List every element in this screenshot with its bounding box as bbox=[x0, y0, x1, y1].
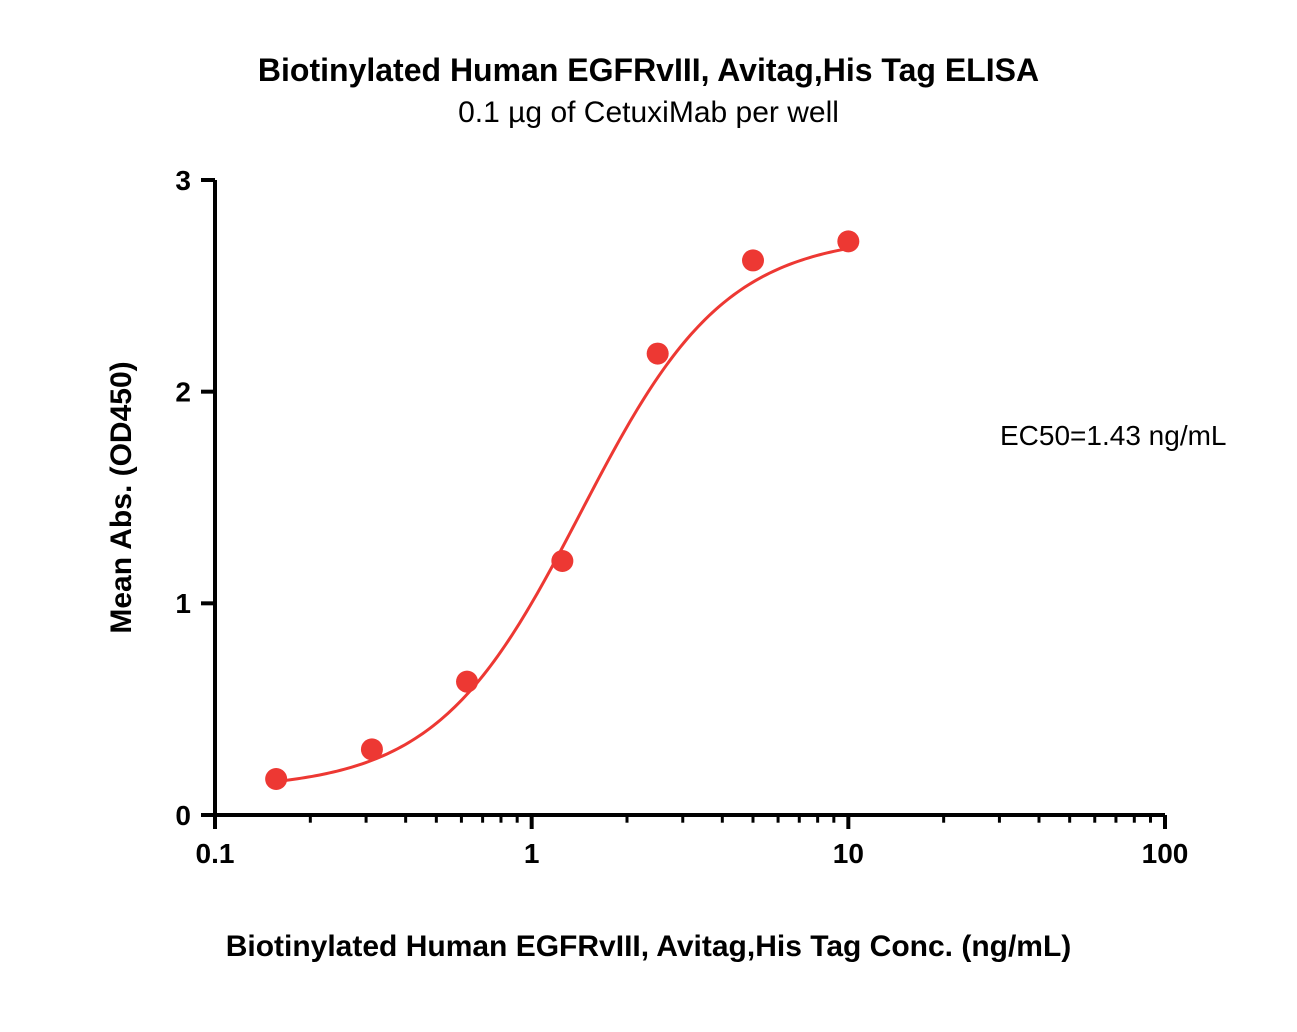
y-tick-label: 2 bbox=[175, 376, 191, 407]
data-point bbox=[456, 671, 478, 693]
data-point bbox=[742, 249, 764, 271]
y-axis-label: Mean Abs. (OD450) bbox=[105, 361, 138, 633]
data-point bbox=[551, 550, 573, 572]
axes bbox=[201, 180, 1165, 829]
y-tick-label: 3 bbox=[175, 165, 191, 196]
x-tick-label: 10 bbox=[833, 838, 864, 869]
fit-curve bbox=[276, 248, 848, 781]
x-tick-label: 0.1 bbox=[196, 838, 235, 869]
y-tick-label: 1 bbox=[175, 588, 191, 619]
data-point bbox=[361, 738, 383, 760]
elisa-chart: 0 1 2 3 0.1 1 10 100 Mean Abs. (OD450) bbox=[0, 0, 1297, 1032]
data-point bbox=[265, 768, 287, 790]
y-tick-label: 0 bbox=[175, 800, 191, 831]
data-markers bbox=[265, 230, 859, 790]
data-point bbox=[647, 343, 669, 365]
y-tick-labels: 0 1 2 3 bbox=[175, 165, 191, 831]
x-tick-label: 100 bbox=[1142, 838, 1189, 869]
data-point bbox=[837, 230, 859, 252]
x-tick-labels: 0.1 1 10 100 bbox=[196, 838, 1189, 869]
x-tick-label: 1 bbox=[524, 838, 540, 869]
